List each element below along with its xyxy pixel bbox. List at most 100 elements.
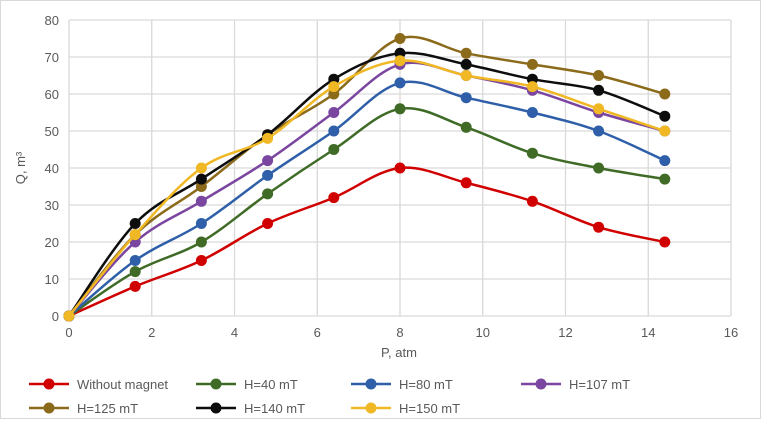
legend-label: H=40 mT (244, 377, 298, 392)
data-point (394, 162, 406, 174)
legend-swatch-marker (43, 378, 55, 390)
legend-label: H=80 mT (399, 377, 453, 392)
data-point (262, 132, 274, 144)
y-tick-label: 0 (52, 309, 59, 324)
x-tick-label: 14 (641, 325, 655, 340)
y-tick-label: 80 (45, 13, 59, 28)
data-point (526, 147, 538, 159)
data-point (526, 107, 538, 118)
series-line (68, 166, 666, 318)
data-point (262, 155, 274, 167)
legend-entry: H=40 mT (196, 377, 298, 392)
series-h-150-mt (63, 55, 671, 322)
y-axis-label: Q, m³ (13, 151, 28, 184)
series-lines (63, 33, 671, 322)
x-tick-label: 6 (314, 325, 321, 340)
data-point (659, 173, 671, 185)
x-tick-label: 0 (65, 325, 72, 340)
x-tick-label: 10 (476, 325, 490, 340)
x-tick-label: 2 (148, 325, 155, 340)
legend-entry: H=125 mT (29, 401, 138, 416)
data-point (460, 47, 472, 59)
legend-swatch-marker (365, 402, 377, 414)
legend-label: H=107 mT (569, 377, 630, 392)
data-point (526, 81, 538, 93)
legend-swatch-marker (210, 402, 222, 414)
x-tick-label: 16 (724, 325, 738, 340)
y-tick-label: 60 (45, 87, 59, 102)
data-point (262, 188, 274, 200)
series-line (68, 61, 666, 317)
legend-swatch-marker (365, 378, 377, 390)
series-line (68, 59, 666, 317)
data-point (460, 177, 472, 189)
data-point (328, 144, 340, 155)
data-point (659, 155, 671, 167)
data-point (262, 218, 274, 229)
data-point (195, 255, 207, 266)
data-point (262, 169, 274, 181)
data-point (526, 58, 538, 70)
y-tick-label: 20 (45, 235, 59, 250)
data-point (129, 255, 141, 266)
data-point (460, 58, 472, 70)
x-tick-label: 12 (558, 325, 572, 340)
data-point (195, 173, 207, 185)
y-tick-label: 40 (45, 161, 59, 176)
data-point (328, 192, 340, 204)
legend-entry: H=107 mT (521, 377, 630, 392)
data-point (593, 70, 605, 81)
series-line (68, 106, 666, 318)
data-point (659, 125, 671, 137)
data-point (195, 218, 207, 229)
legend-label: H=150 mT (399, 401, 460, 416)
data-point (328, 107, 340, 118)
series-h-80-mt (63, 77, 671, 322)
legend-entry: H=150 mT (351, 401, 460, 416)
legend-swatch-marker (535, 378, 547, 390)
data-point (394, 103, 406, 115)
data-point (195, 195, 207, 207)
data-point (195, 236, 207, 248)
data-point (593, 103, 605, 115)
series-h-140-mt (63, 47, 671, 322)
legend-entry: H=80 mT (351, 377, 453, 392)
x-tick-label: 8 (396, 325, 403, 340)
series-h-107-mt (63, 58, 671, 322)
legend: Without magnet H=40 mT H=80 mT H=107 mT H=12… (29, 377, 630, 416)
axes: 0 10 20 30 40 50 60 70 80 0 2 4 6 8 10 12 14 16 (45, 13, 739, 340)
data-point (129, 266, 141, 278)
series-line (67, 51, 666, 317)
x-tick-label: 4 (231, 325, 238, 340)
data-point (460, 121, 472, 133)
y-tick-label: 70 (45, 50, 59, 65)
data-point (659, 110, 671, 122)
data-point (394, 33, 406, 44)
data-point (328, 81, 340, 93)
x-axis-label: P, atm (381, 345, 417, 360)
legend-swatch-marker (210, 378, 222, 390)
data-point (195, 162, 207, 174)
data-point (129, 218, 141, 229)
data-point (63, 310, 75, 322)
legend-entry: Without magnet (29, 377, 168, 392)
data-point (394, 55, 406, 67)
legend-label: H=125 mT (77, 401, 138, 416)
legend-label: H=140 mT (244, 401, 305, 416)
data-point (659, 236, 671, 248)
data-point (593, 125, 605, 137)
data-point (328, 125, 340, 137)
data-point (593, 84, 605, 96)
data-point (593, 162, 605, 174)
y-tick-label: 50 (45, 124, 59, 139)
series-line (68, 80, 666, 317)
y-tick-label: 30 (45, 198, 59, 213)
data-point (659, 88, 671, 100)
series-line (68, 35, 666, 317)
legend-swatch-marker (43, 402, 55, 414)
data-point (593, 221, 605, 233)
data-point (129, 280, 141, 292)
legend-label: Without magnet (77, 377, 168, 392)
data-point (460, 92, 472, 104)
